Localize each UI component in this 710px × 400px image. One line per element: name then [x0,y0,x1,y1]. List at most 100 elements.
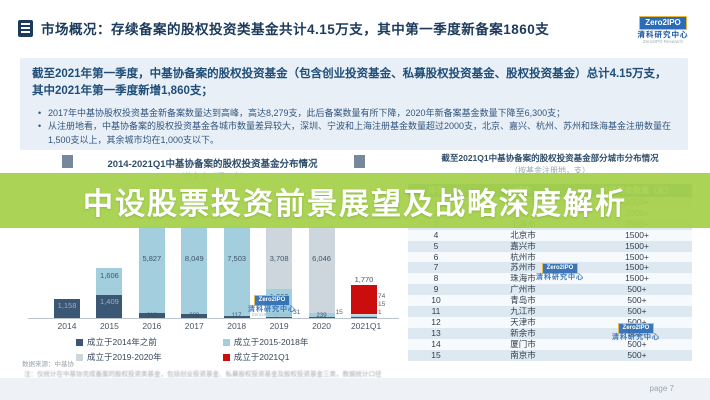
rank-cell: 8 [408,273,464,285]
decor-square-icon [354,155,365,168]
rank-cell: 15 [408,349,464,361]
table-row: 9 广州市 500+ [408,284,692,296]
x-tick-label: 2019 [269,321,289,331]
count-cell: 1500+ [582,273,692,285]
bar-segment [54,298,80,318]
count-cell: 500+ [582,295,692,307]
table-title: 截至2021Q1中基协备案的股权投资基金部分城市分布情况 [441,153,659,163]
rank-cell: 4 [408,229,464,241]
chart-legend: 成立于2014年之前 成立于2015-2018年 成立于2019-2020年 成立于2… [76,336,395,363]
bar-side-label: 74 [377,292,386,300]
bar-segment [350,315,377,317]
legend-label: 成立于2019-2020年 [87,352,162,362]
table-row: 7 苏州市 1500+ [408,262,692,274]
bar-2018: 117 7,503 [223,226,250,319]
bar-segment [266,316,293,318]
bar-label: 5,827 [142,253,162,263]
x-tick-label: 2014 [57,321,77,331]
bar-label: 318 [146,313,157,319]
watermark-name: 清科研究中心 [536,273,584,281]
city-cell: 厦门市 [464,338,582,350]
legend-item: 成立于2021Q1 [222,351,395,363]
bar-segment [181,226,208,315]
bar-2016: 318 5,827 [138,226,165,319]
bar-label: 117 [231,313,242,319]
bar-side-label: 15 [335,308,343,316]
rank-cell: 13 [408,327,464,339]
bar-segment [308,312,335,317]
city-cell: 杭州市 [464,251,582,263]
bar-clip [223,226,250,318]
bar-label: 7,503 [227,253,247,263]
watermark-subname: Zero2IPO Research [251,312,293,318]
bar-label: 1,770 [354,274,374,284]
table-row: 6 杭州市 1500+ [408,251,692,263]
city-cell: 广州市 [464,284,582,296]
chart-title: 2014-2021Q1中基协备案的股权投资基金分布情况 [107,159,318,170]
city-cell: 珠海市 [464,273,582,285]
legend-swatch-icon [222,338,230,346]
overlay-banner-text: 中设股票投资前景展望及战略深度解析 [83,187,627,221]
city-cell: 新余市 [464,327,582,339]
zero2ipo-logo: Zero2IPO 清科研究中心 Zero2IPO Research [634,12,692,45]
bar-label: 6,046 [312,253,331,263]
bar-side-label: 31 [293,308,301,316]
table-row: 15 南京市 500+ [408,349,692,361]
rank-cell: 9 [408,284,464,296]
count-cell: 1500+ [582,251,692,263]
rank-cell: 12 [408,316,464,328]
bar-clip [350,226,377,318]
bar-segment [96,294,123,318]
bar-2017: 230 8,049 [181,226,208,319]
x-tick-label: 2016 [142,321,162,331]
bar-label: 230 [189,313,200,319]
count-cell: 500+ [582,338,692,350]
page-title: 市场概况：存续备案的股权投资类基金共计4.15万支，其中第一季度新备案1860支 [41,22,550,37]
summary-bullets: 2017年中基协股权投资基金新备案数量达到高峰，高达8,279支，此后备案数量有… [32,107,676,149]
bar-2015: 1,409 1,606 [96,226,123,318]
bar-segment [96,268,123,295]
page-number: 7 [669,384,674,393]
bar-side-label: 15 [377,300,386,308]
bar-segment [138,312,165,318]
table-row: 8 珠海市 1500+ [408,273,692,285]
rank-cell: 10 [408,295,464,307]
city-cell: 天津市 [464,316,582,328]
rank-cell: 7 [408,262,464,274]
list-icon [18,19,33,37]
table-row: 11 九江市 500+ [408,306,692,317]
logo-brand-icon: Zero2IPO [639,15,687,31]
legend-swatch-icon [76,338,83,346]
x-axis: 2014 2015 2016 2017 2018 2019 2020 2021Q1 [28,321,399,331]
bar-segment [350,314,377,316]
watermark-brand: Zero2IPO [541,263,579,274]
watermark-name: 清科研究中心 [612,333,660,341]
x-tick-label: 2015 [99,321,119,331]
bar-segment [223,226,250,317]
bar-label: 1,409 [100,297,119,307]
count-cell: 500+ [582,349,692,361]
bar-segment [181,314,208,318]
legend-item: 成立于2015-2018年 [222,336,395,348]
count-cell: 1500+ [582,262,692,274]
legend-label: 成立于2015-2018年 [233,337,309,347]
bar-segment [308,226,335,313]
city-cell: 苏州市 [464,262,582,274]
table-row: 10 青岛市 500+ [408,295,692,307]
slide-header: 市场概况：存续备案的股权投资类基金共计4.15万支，其中第一季度新备案1860支… [0,0,710,56]
summary-bullet: 从注册地看，中基协备案的股权投资基金各城市数量差异较大，深圳、宁波和上海注册基金… [38,120,676,148]
x-tick-label: 2018 [227,321,247,331]
logo-subname: Zero2IPO Research [642,38,684,44]
city-cell: 嘉兴市 [464,240,582,252]
count-cell: 500+ [582,306,692,317]
watermark-logo: Zero2IPO 清科研究中心 [536,256,584,281]
bar-side-label: 1 [377,308,382,316]
summary-bullet: 2017年中基协股权投资基金新备案数量达到高峰，高达8,279支，此后备案数量有… [38,107,676,121]
page-label: page [649,384,668,393]
bar-segment [308,316,335,318]
bar-label: 3,708 [269,253,289,263]
bar-clip [54,226,80,318]
bar-label: 8,049 [184,253,204,263]
table-subtitle: （按基金注册地，支） [510,166,590,175]
